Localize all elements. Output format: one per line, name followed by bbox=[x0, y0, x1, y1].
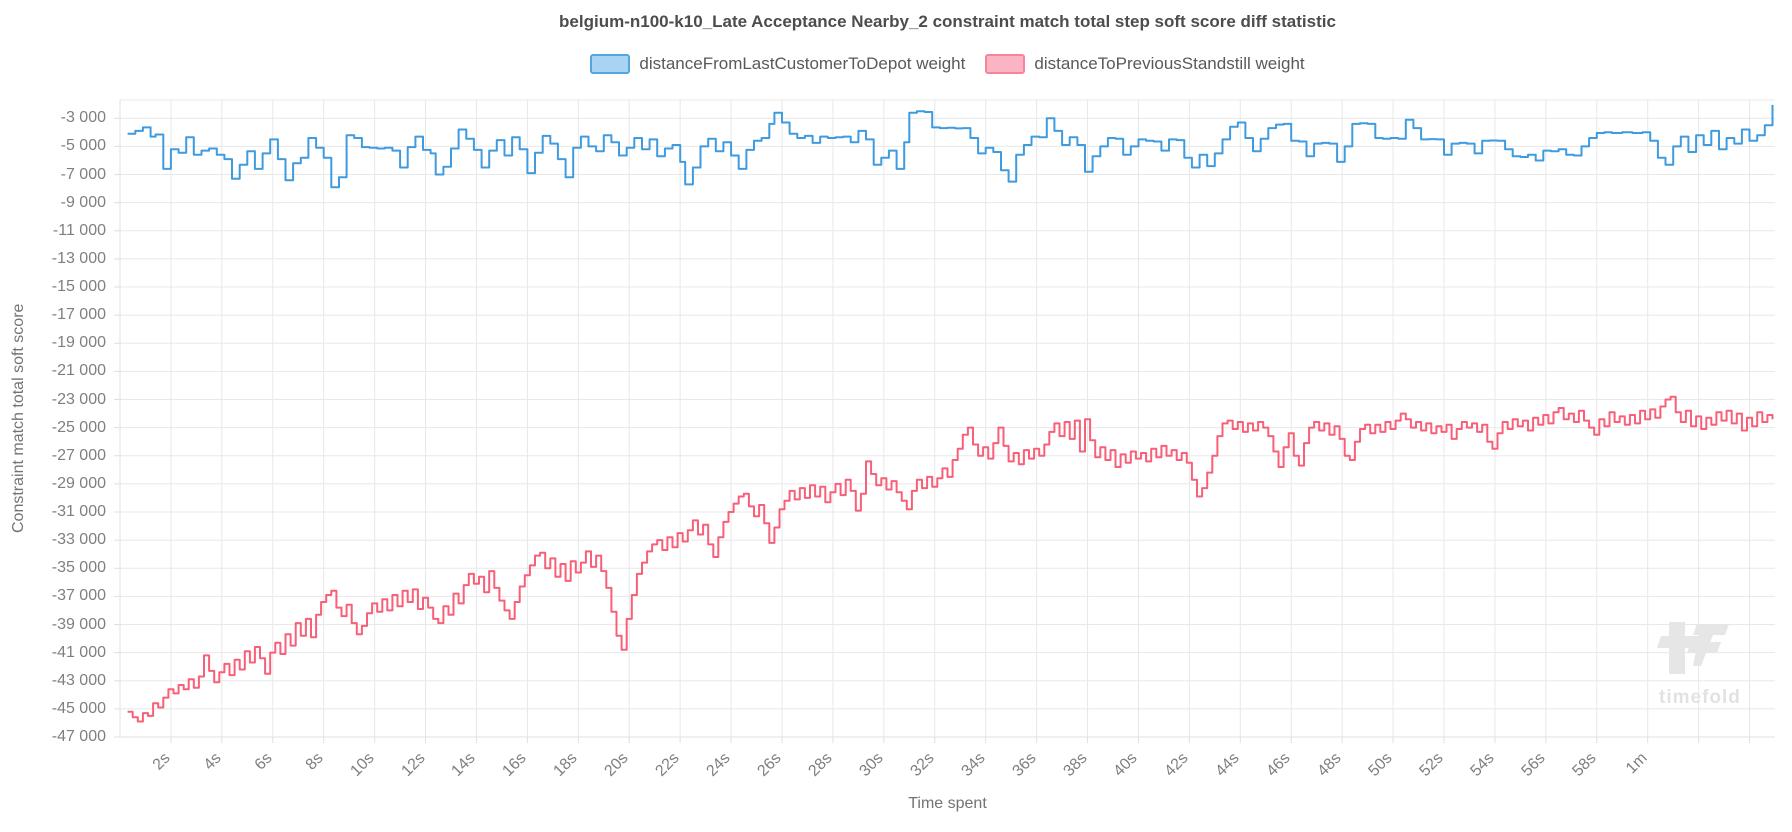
y-tick-label: -9 000 bbox=[60, 193, 106, 211]
y-tick-label: -15 000 bbox=[51, 278, 106, 296]
y-tick-label: -19 000 bbox=[51, 334, 106, 352]
y-tick-label: -41 000 bbox=[51, 643, 106, 661]
y-tick-label: -25 000 bbox=[51, 418, 106, 436]
y-tick-label: -7 000 bbox=[60, 165, 106, 183]
legend-item-distanceToPreviousStandstill[interactable]: distanceToPreviousStandstill weight bbox=[985, 54, 1305, 74]
y-tick-label: -5 000 bbox=[60, 137, 106, 155]
y-tick-label: -39 000 bbox=[51, 615, 106, 633]
legend-label: distanceToPreviousStandstill weight bbox=[1034, 54, 1305, 73]
x-axis-title: Time spent bbox=[908, 795, 987, 812]
watermark-text: timefold bbox=[1659, 687, 1741, 708]
legend-swatch-icon bbox=[590, 54, 631, 74]
y-tick-label: -31 000 bbox=[51, 503, 106, 520]
legend-label: distanceFromLastCustomerToDepot weight bbox=[639, 54, 966, 73]
y-tick-label: -47 000 bbox=[51, 728, 106, 745]
plot-area bbox=[114, 99, 1775, 743]
legend-swatch-icon bbox=[985, 54, 1026, 74]
y-tick-label: -21 000 bbox=[51, 362, 106, 380]
y-tick-label: -3 000 bbox=[60, 109, 106, 127]
timefold-logo-icon bbox=[1657, 622, 1729, 674]
y-tick-label: -45 000 bbox=[51, 699, 106, 717]
y-tick-label: -17 000 bbox=[51, 306, 106, 324]
series-line-distanceToPreviousStandstill bbox=[127, 395, 1774, 723]
y-tick-label: -35 000 bbox=[51, 559, 106, 577]
y-tick-label: -13 000 bbox=[51, 249, 106, 267]
series-line-distanceFromLastCustomerToDepot bbox=[127, 104, 1774, 189]
y-tick-label: -29 000 bbox=[51, 474, 106, 492]
y-tick-label: -33 000 bbox=[51, 531, 106, 549]
watermark: timefold bbox=[1655, 622, 1785, 709]
chart-legend: distanceFromLastCustomerToDepot weight di… bbox=[120, 54, 1775, 74]
y-tick-label: -23 000 bbox=[51, 390, 106, 408]
y-tick-label: -11 000 bbox=[52, 221, 106, 239]
chart-title: belgium-n100-k10_Late Acceptance Nearby_… bbox=[559, 12, 1336, 31]
y-tick-label: -37 000 bbox=[51, 587, 106, 605]
legend-item-distanceFromLastCustomerToDepot[interactable]: distanceFromLastCustomerToDepot weight bbox=[590, 54, 965, 74]
y-tick-label: -27 000 bbox=[51, 446, 106, 464]
y-tick-label: -43 000 bbox=[51, 671, 106, 689]
